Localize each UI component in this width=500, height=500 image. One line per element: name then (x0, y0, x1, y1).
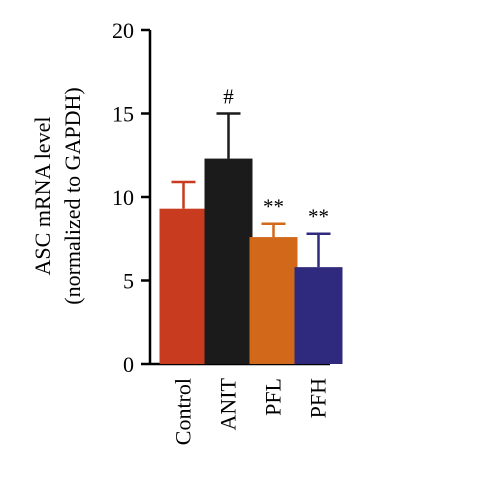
y-tick-label: 15 (112, 102, 134, 127)
y-axis-title-line-1: ASC mRNA level (30, 117, 55, 276)
significance-marker: ** (263, 195, 284, 219)
bar-pfh (294, 267, 343, 364)
x-tick-labels: Control ANIT PFL PFH (171, 377, 331, 445)
y-tick-label: 10 (112, 185, 134, 210)
significance-marker: ** (308, 205, 329, 229)
y-tick-label: 5 (123, 269, 134, 294)
x-tick-label: ANIT (216, 377, 241, 430)
x-tick-label: PFH (306, 378, 331, 418)
y-axis-title-line-2: (normalized to GAPDH) (60, 87, 85, 305)
y-tick-label: 20 (112, 18, 134, 43)
y-tick-label: 0 (123, 352, 134, 377)
bar-control (159, 208, 208, 364)
x-tick-label: Control (171, 378, 196, 445)
y-axis-title: ASC mRNA level (normalized to GAPDH) (30, 87, 85, 305)
bar-anit (204, 158, 253, 364)
significance-marker: # (223, 85, 234, 109)
x-tick-label: PFL (261, 378, 286, 416)
bar-pfl (249, 237, 298, 364)
y-axis: 0 5 10 15 20 (112, 18, 152, 377)
bars-group: # ** ** (159, 85, 343, 364)
